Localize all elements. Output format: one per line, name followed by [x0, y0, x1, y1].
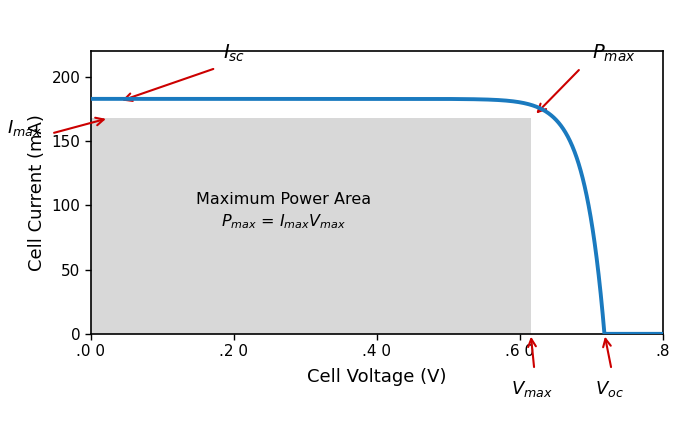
Text: $P_{max}$ = $I_{max}$$V_{max}$: $P_{max}$ = $I_{max}$$V_{max}$	[221, 213, 346, 232]
Text: $I_{max}$: $I_{max}$	[7, 119, 42, 138]
Bar	[91, 118, 530, 334]
Text: $V_{oc}$: $V_{oc}$	[595, 379, 624, 399]
Text: Maximum Power Area: Maximum Power Area	[196, 191, 371, 207]
X-axis label: Cell Voltage (V): Cell Voltage (V)	[307, 368, 447, 386]
Text: $P_{max}$: $P_{max}$	[592, 43, 635, 64]
Y-axis label: Cell Current (mA): Cell Current (mA)	[28, 114, 46, 271]
Text: $I_{sc}$: $I_{sc}$	[223, 43, 245, 64]
Text: $V_{max}$: $V_{max}$	[511, 379, 553, 399]
